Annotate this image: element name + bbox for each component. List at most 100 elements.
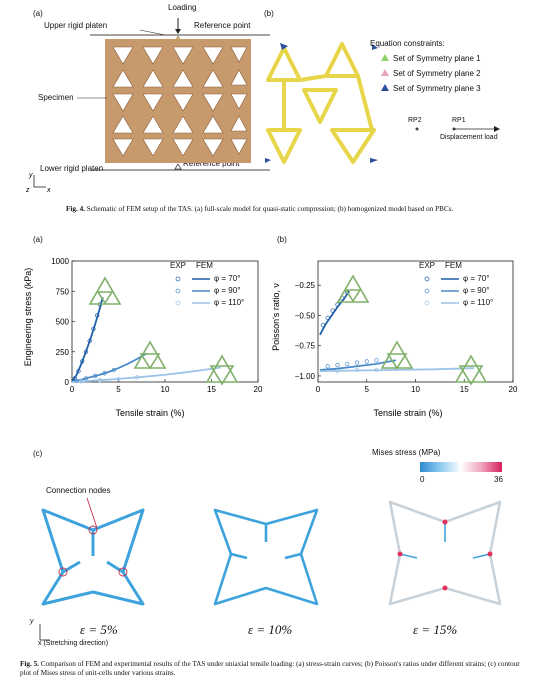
legend-a-phi90: φ = 90° xyxy=(214,286,241,295)
plane1-marker xyxy=(381,54,389,61)
legend-b-fem: FEM xyxy=(445,261,462,270)
series-line xyxy=(319,359,397,371)
legend-a-swatches xyxy=(175,276,210,306)
y-tick-label: 250 xyxy=(56,348,70,357)
data-point xyxy=(345,361,350,366)
mises-title: Mises stress (MPa) xyxy=(372,448,441,457)
eps-label-10: ε = 10% xyxy=(248,622,293,637)
data-point xyxy=(94,313,100,318)
data-point xyxy=(320,322,326,328)
data-point xyxy=(111,367,116,373)
eq-item-3: Set of Symmetry plane 3 xyxy=(393,84,481,93)
chart-b-xlabel: Tensile strain (%) xyxy=(373,408,442,418)
inset-b-phi90 xyxy=(380,340,414,370)
inset-b-phi70 xyxy=(336,274,370,303)
data-point xyxy=(74,378,79,383)
fig5-axis-y: y xyxy=(30,618,34,625)
axis-y-text: y xyxy=(28,172,33,179)
lower-platen-label: Lower rigid platen xyxy=(40,164,104,173)
rp2-label: RP2 xyxy=(408,117,422,124)
homogenized-model xyxy=(265,42,378,164)
inset-a-phi70 xyxy=(88,276,122,305)
fig5-panel-b-label: (b) xyxy=(277,235,287,244)
data-point xyxy=(330,308,335,313)
x-tick-label: 20 xyxy=(509,385,518,394)
data-point xyxy=(83,349,89,354)
loading-arrowhead xyxy=(175,29,181,34)
loading-label: Loading xyxy=(168,3,197,12)
data-point xyxy=(354,367,360,373)
data-point xyxy=(374,358,379,363)
x-tick-label: 20 xyxy=(254,385,263,394)
x-tick-label: 15 xyxy=(207,385,216,394)
fig4-panel-b-label: (b) xyxy=(264,9,274,18)
data-point xyxy=(80,359,85,364)
marker-plane3 xyxy=(280,43,288,50)
eps-label-15: ε = 15% xyxy=(413,622,458,637)
plane3-marker xyxy=(381,84,389,91)
connection-leader xyxy=(86,497,98,529)
fig4-caption-text: Schematic of FEM setup of the TAS. (a) f… xyxy=(86,205,454,213)
poisson-chart: 0 5 10 15 20 −1.00 −0.75 −0.50 −0.25 Tensile str… xyxy=(271,260,518,418)
data-point xyxy=(364,359,369,364)
fig4-a-drawing: y z x xyxy=(25,18,270,194)
data-point xyxy=(102,371,107,376)
y-tick-label: −0.50 xyxy=(295,311,316,320)
rp1-label: RP1 xyxy=(452,117,466,124)
legend-b-swatches xyxy=(424,276,459,306)
legend-a-phi70: φ = 70° xyxy=(214,274,241,283)
x-tick-label: 0 xyxy=(316,385,321,394)
chart-b-axes: 0 5 10 15 20 −1.00 −0.75 −0.50 −0.25 xyxy=(295,260,518,394)
mises-max: 36 xyxy=(494,475,503,484)
chart-b-ylabel: Poisson's ratio, ν xyxy=(271,283,281,351)
fig5-panel-c-label: (c) xyxy=(33,449,43,458)
data-point xyxy=(374,367,379,373)
legend-b-exp: EXP xyxy=(419,261,436,270)
axis-x-text: x xyxy=(46,187,51,194)
inset-b-phi110 xyxy=(454,354,488,386)
data-point xyxy=(325,315,330,321)
specimen-lattice xyxy=(105,39,251,163)
data-point xyxy=(354,360,360,365)
cell-eps15-inner xyxy=(399,522,491,559)
legend-b-phi90: φ = 90° xyxy=(463,286,490,295)
connection-nodes-label: Connection nodes xyxy=(46,486,111,495)
data-point xyxy=(83,376,89,381)
fig5-caption-label: Fig. 5. xyxy=(20,660,39,668)
chart-a-marks xyxy=(71,297,221,384)
eq-item-1: Set of Symmetry plane 1 xyxy=(393,54,481,63)
specimen-label: Specimen xyxy=(38,93,74,102)
plane2-marker xyxy=(381,69,389,76)
series-line xyxy=(71,297,104,383)
cell-eps10 xyxy=(213,508,319,606)
data-point xyxy=(87,338,92,344)
ref-point-top-label: Reference point xyxy=(194,21,251,30)
y-tick-label: 500 xyxy=(56,318,70,327)
data-point xyxy=(93,373,98,379)
inset-a-phi110 xyxy=(205,354,239,386)
mises-min: 0 xyxy=(420,475,425,484)
eq-markers xyxy=(381,54,389,91)
legend-a-exp: EXP xyxy=(170,261,187,270)
y-tick-label: 750 xyxy=(56,287,70,296)
chart-b-marks xyxy=(319,290,475,374)
eq-title: Equation constraints: xyxy=(370,39,445,48)
data-point xyxy=(76,368,81,374)
fig4-caption-label: Fig. 4. xyxy=(66,205,85,213)
data-point xyxy=(325,364,330,369)
data-point xyxy=(79,379,84,384)
stretching-direction-label: x (Stretching direction) xyxy=(38,640,109,647)
inset-a-phi90 xyxy=(133,340,167,370)
data-point xyxy=(97,378,103,383)
x-tick-label: 10 xyxy=(161,385,170,394)
eps-label-5: ε = 5% xyxy=(80,622,118,637)
ref-point-bottom-label: Reference point xyxy=(183,159,240,168)
x-tick-label: 5 xyxy=(116,385,121,394)
fig4-panel-a-label: (a) xyxy=(33,9,43,18)
legend-a-phi110: φ = 110° xyxy=(214,298,245,307)
eq-item-2: Set of Symmetry plane 2 xyxy=(393,69,481,78)
y-tick-label: −0.25 xyxy=(295,281,316,290)
data-point xyxy=(335,362,340,368)
fig4-caption: Fig. 4. Schematic of FEM setup of the TA… xyxy=(66,205,526,214)
x-tick-label: 10 xyxy=(411,385,420,394)
